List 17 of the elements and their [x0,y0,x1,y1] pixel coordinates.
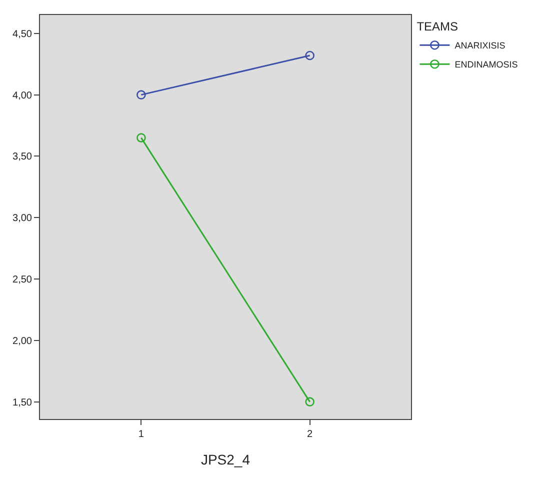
y-tick-label: 2,00 [12,336,32,347]
y-tick-label: 3,50 [12,152,32,163]
x-tick-label: 2 [307,429,314,440]
y-tick-label: 4,50 [12,28,32,40]
point [136,133,146,142]
x-axis-title: JPS2_4 [200,451,250,468]
point [136,90,146,100]
y-tick-label: 1,50 [12,397,32,408]
x-tick-label: 1 [138,429,144,440]
legend-label: ENDINAMOSIS [454,60,518,70]
legend-title: TEAMS [416,20,458,34]
legend-label: ANARIXISIS [454,40,506,51]
y-tick-label: 2,50 [12,274,32,286]
point [305,50,314,60]
y-tick-label: 4,00 [12,90,32,102]
y-tick-label: 3,00 [12,213,32,224]
point [305,397,314,406]
